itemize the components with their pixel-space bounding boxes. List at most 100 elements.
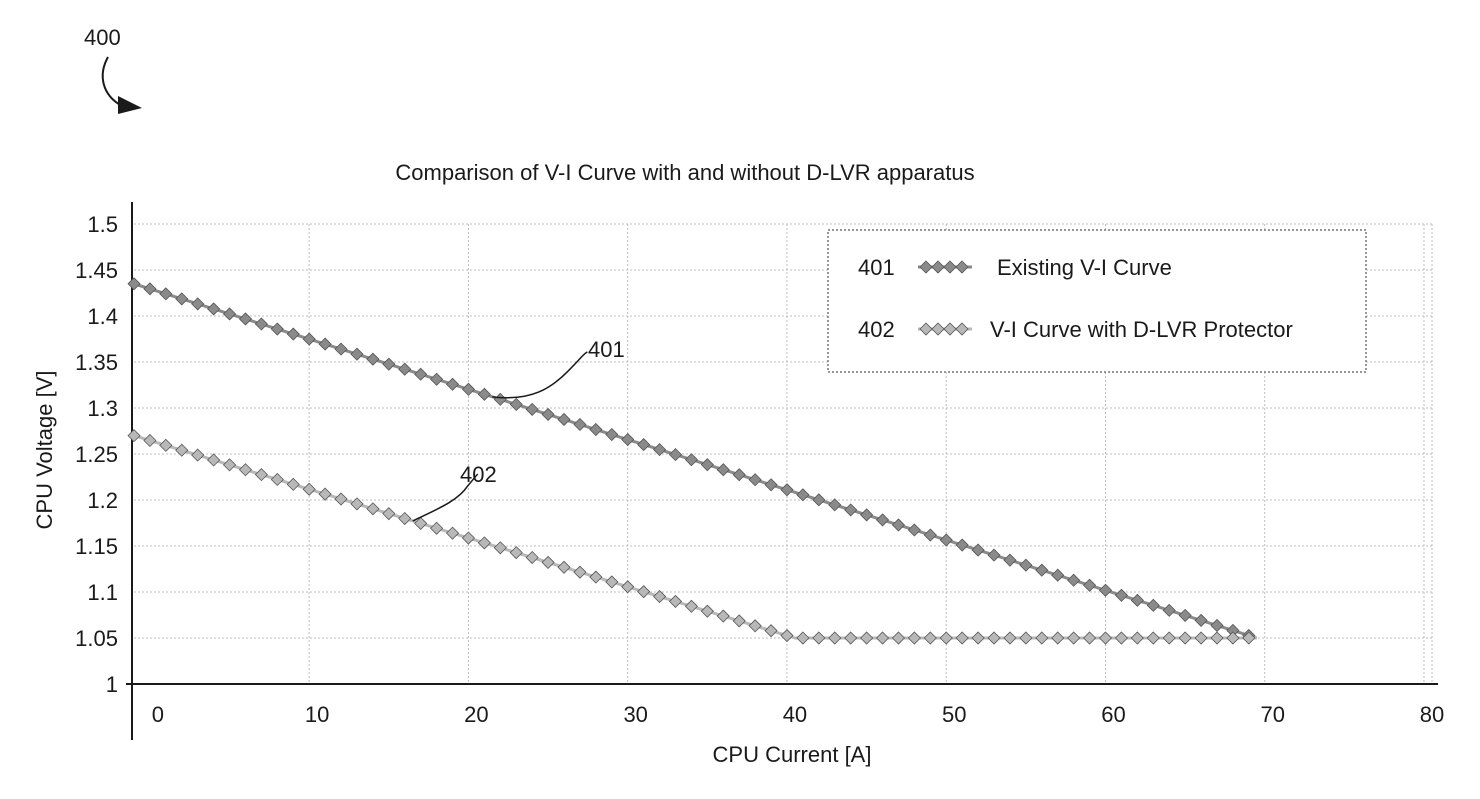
annotation-leader-401 <box>492 351 588 399</box>
data-point-401 <box>382 357 396 371</box>
y-tick-label: 1.2 <box>87 488 118 513</box>
data-point-402 <box>430 521 444 535</box>
data-point-402 <box>653 589 667 604</box>
data-point-402 <box>445 526 460 540</box>
data-point-402 <box>923 631 937 645</box>
data-point-402 <box>780 628 794 643</box>
data-point-402 <box>573 565 587 579</box>
data-point-402 <box>955 631 969 645</box>
data-point-401 <box>860 508 874 522</box>
grid <box>134 223 1433 685</box>
data-point-401 <box>159 287 173 301</box>
annotation-label-402: 402 <box>460 462 497 487</box>
data-point-402 <box>525 550 539 565</box>
legend-symbol-existing <box>918 260 972 274</box>
data-point-402 <box>1226 631 1240 645</box>
data-point-402 <box>238 463 253 477</box>
data-point-402 <box>509 546 523 560</box>
data-point-401 <box>971 543 985 557</box>
series-group <box>127 277 1258 645</box>
data-point-401 <box>525 402 539 416</box>
data-point-402 <box>1210 631 1224 645</box>
data-point-401 <box>430 372 444 386</box>
data-point-402 <box>987 631 1001 645</box>
x-tick-label: 70 <box>1260 702 1284 727</box>
x-tick-label: 10 <box>305 702 329 727</box>
data-point-401 <box>1067 573 1081 587</box>
data-point-401 <box>350 347 364 361</box>
annotations: 401 402 <box>412 337 625 522</box>
data-point-402 <box>175 443 189 457</box>
data-point-402 <box>716 609 730 623</box>
data-point-402 <box>207 453 221 467</box>
legend-marker-402 <box>919 322 933 336</box>
data-point-402 <box>1067 631 1081 645</box>
data-point-402 <box>700 604 714 618</box>
data-point-401 <box>891 518 906 532</box>
data-point-401 <box>955 538 969 552</box>
data-point-402 <box>668 594 683 608</box>
data-point-402 <box>286 477 300 491</box>
data-point-402 <box>971 631 985 645</box>
data-point-402 <box>1162 631 1176 645</box>
legend-marker-402 <box>943 322 957 336</box>
data-point-401 <box>270 322 284 336</box>
data-point-402 <box>557 560 571 574</box>
axes <box>126 202 1438 740</box>
y-tick-label: 1.25 <box>75 442 118 467</box>
data-point-402 <box>1146 631 1160 645</box>
data-point-401 <box>732 468 746 482</box>
data-point-401 <box>780 483 794 497</box>
data-point-401 <box>1194 613 1208 627</box>
data-point-402 <box>844 631 858 645</box>
data-point-402 <box>891 631 906 645</box>
x-tick-label: 80 <box>1420 702 1444 727</box>
data-point-402 <box>398 511 412 526</box>
data-point-402 <box>637 585 651 599</box>
data-point-402 <box>1051 631 1065 645</box>
data-point-402 <box>1130 631 1144 645</box>
data-point-401 <box>637 438 651 452</box>
y-axis-label: CPU Voltage [V] <box>32 371 57 530</box>
data-point-402 <box>350 497 364 511</box>
data-point-401 <box>1162 603 1176 617</box>
data-point-402 <box>1114 631 1129 645</box>
data-point-401 <box>812 493 826 507</box>
data-point-402 <box>318 487 332 501</box>
data-point-401 <box>302 332 316 346</box>
data-point-402 <box>589 570 603 584</box>
data-point-402 <box>493 541 507 555</box>
data-point-401 <box>1114 588 1129 602</box>
data-point-401 <box>939 533 953 547</box>
data-point-401 <box>716 463 730 477</box>
data-point-401 <box>748 473 762 487</box>
data-point-401 <box>254 317 268 331</box>
data-point-401 <box>143 282 157 296</box>
data-point-402 <box>334 492 348 506</box>
data-point-402 <box>907 631 921 645</box>
data-point-402 <box>127 429 141 443</box>
data-point-402 <box>1178 631 1192 645</box>
data-point-401 <box>621 432 635 447</box>
figure-number: 400 <box>84 25 121 50</box>
data-point-402 <box>382 507 396 521</box>
data-point-401 <box>445 377 460 391</box>
data-point-401 <box>589 422 603 437</box>
data-point-401 <box>414 367 428 381</box>
data-point-401 <box>907 523 921 537</box>
annotation-leader-402 <box>412 473 479 522</box>
data-point-401 <box>573 417 587 432</box>
y-tick-label: 1.45 <box>75 258 118 283</box>
data-point-401 <box>1178 608 1192 622</box>
data-point-402 <box>1035 631 1049 645</box>
y-tick-label: 1 <box>106 672 118 697</box>
data-point-402 <box>143 433 157 448</box>
data-point-402 <box>1003 631 1017 645</box>
legend-marker-402 <box>931 322 945 336</box>
data-point-401 <box>764 478 778 492</box>
x-tick-label: 60 <box>1101 702 1125 727</box>
data-point-402 <box>270 472 284 487</box>
data-point-401 <box>334 342 348 356</box>
data-point-401 <box>844 503 858 517</box>
data-point-401 <box>175 292 189 306</box>
